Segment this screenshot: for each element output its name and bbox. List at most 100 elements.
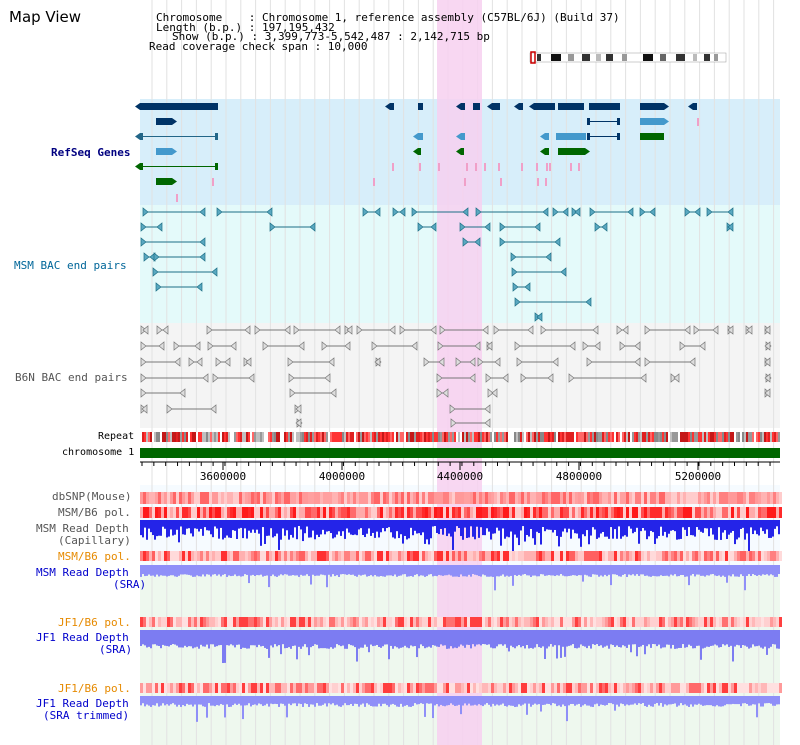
depth-bar xyxy=(676,696,678,707)
heat-cell xyxy=(593,683,596,693)
repeat-cell xyxy=(626,432,628,442)
heat-cell xyxy=(587,507,590,518)
repeat-cell xyxy=(598,432,600,442)
repeat-cell xyxy=(238,432,240,442)
depth-bar xyxy=(654,630,656,645)
heat-cell xyxy=(185,617,188,627)
depth-bar xyxy=(626,630,628,648)
heat-cell xyxy=(608,507,611,518)
repeat-cell xyxy=(650,432,652,442)
depth-bar xyxy=(570,520,572,539)
depth-bar xyxy=(530,565,532,577)
repeat-cell xyxy=(442,432,444,442)
depth-bar xyxy=(176,520,178,530)
depth-bar xyxy=(404,630,406,646)
gene-feature-arrow xyxy=(413,148,418,155)
heat-cell xyxy=(212,551,215,561)
repeat-cell xyxy=(288,432,290,442)
depth-bar xyxy=(340,520,342,536)
depth-bar xyxy=(500,565,502,576)
heat-cell xyxy=(317,507,320,518)
depth-bar xyxy=(576,630,578,649)
heat-cell xyxy=(599,507,602,518)
depth-bar xyxy=(670,565,672,575)
depth-bar xyxy=(172,696,174,704)
heat-cell xyxy=(146,617,149,627)
depth-bar xyxy=(364,520,366,538)
depth-bar xyxy=(636,696,638,705)
repeat-cell xyxy=(260,432,262,442)
heat-cell xyxy=(677,551,680,561)
heat-cell xyxy=(212,492,215,504)
depth-bar xyxy=(184,520,186,535)
repeat-cell xyxy=(588,432,590,442)
heat-cell xyxy=(455,617,458,627)
heat-cell xyxy=(326,507,329,518)
heat-cell xyxy=(530,683,533,693)
depth-bar xyxy=(242,696,244,720)
depth-bar xyxy=(268,630,270,658)
repeat-cell xyxy=(334,432,336,442)
depth-bar xyxy=(466,565,468,577)
b6n-bac-pair-end xyxy=(295,418,302,428)
heat-cell xyxy=(440,551,443,561)
repeat-cell xyxy=(420,432,422,442)
depth-bar xyxy=(494,520,496,534)
msm-bac-pair-glyphs[interactable] xyxy=(140,207,734,322)
b6n-bac-pair-glyphs[interactable] xyxy=(140,325,772,428)
heat-cell xyxy=(476,492,479,504)
depth-bar xyxy=(722,565,724,576)
depth-bar xyxy=(252,565,254,575)
heat-cell xyxy=(230,492,233,504)
repeat-cell xyxy=(570,432,572,442)
heat-cell xyxy=(311,492,314,504)
repeat-cell xyxy=(768,432,770,442)
refseq-gene-glyphs[interactable] xyxy=(135,103,699,202)
heat-cell xyxy=(587,551,590,561)
heat-cell xyxy=(635,683,638,693)
heat-cell xyxy=(350,617,353,627)
heat-cell xyxy=(164,507,167,518)
gene-feature-arrow xyxy=(540,133,545,140)
msm-bac-track-label[interactable]: MSM BAC end pairs xyxy=(14,259,127,272)
axis-tick-label-1: 3600000 xyxy=(200,470,246,483)
heat-cell xyxy=(230,507,233,518)
heat-cell xyxy=(251,492,254,504)
heat-cell xyxy=(224,492,227,504)
b6n-bac-pair-end xyxy=(207,341,214,351)
b6n-bac-pair-end xyxy=(527,325,534,335)
heat-cell xyxy=(275,507,278,518)
msm-read-depth-capillary-track xyxy=(140,520,780,555)
repeat-cell xyxy=(242,432,244,442)
msm-bac-pair-end xyxy=(459,222,466,232)
heat-cell xyxy=(542,617,545,627)
heat-cell xyxy=(647,683,650,693)
depth-bar xyxy=(656,630,658,647)
repeat-cell xyxy=(614,432,616,442)
depth-bar xyxy=(306,520,308,527)
heat-cell xyxy=(413,617,416,627)
depth-bar xyxy=(476,696,478,706)
heat-cell xyxy=(251,551,254,561)
b6n-bac-pair-end xyxy=(487,388,494,398)
depth-bar xyxy=(590,520,592,536)
chromosome-ideogram[interactable] xyxy=(529,51,727,64)
heat-cell xyxy=(512,492,515,504)
heat-cell xyxy=(539,507,542,518)
refseq-track-label[interactable]: RefSeq Genes xyxy=(51,146,131,159)
depth-bar xyxy=(650,630,652,648)
b6n-bac-track-label[interactable]: B6N BAC end pairs xyxy=(15,371,128,384)
heat-cell xyxy=(458,617,461,627)
depth-bar xyxy=(312,696,314,705)
heat-cell xyxy=(566,492,569,504)
repeat-cell xyxy=(774,432,776,442)
heat-cell xyxy=(377,507,380,518)
heat-cell xyxy=(269,683,272,693)
heat-cell xyxy=(290,683,293,693)
heat-cell xyxy=(233,551,236,561)
heat-cell xyxy=(206,551,209,561)
depth-bar xyxy=(606,696,608,705)
depth-bar xyxy=(576,520,578,534)
heat-cell xyxy=(614,617,617,627)
heat-cell xyxy=(371,507,374,518)
